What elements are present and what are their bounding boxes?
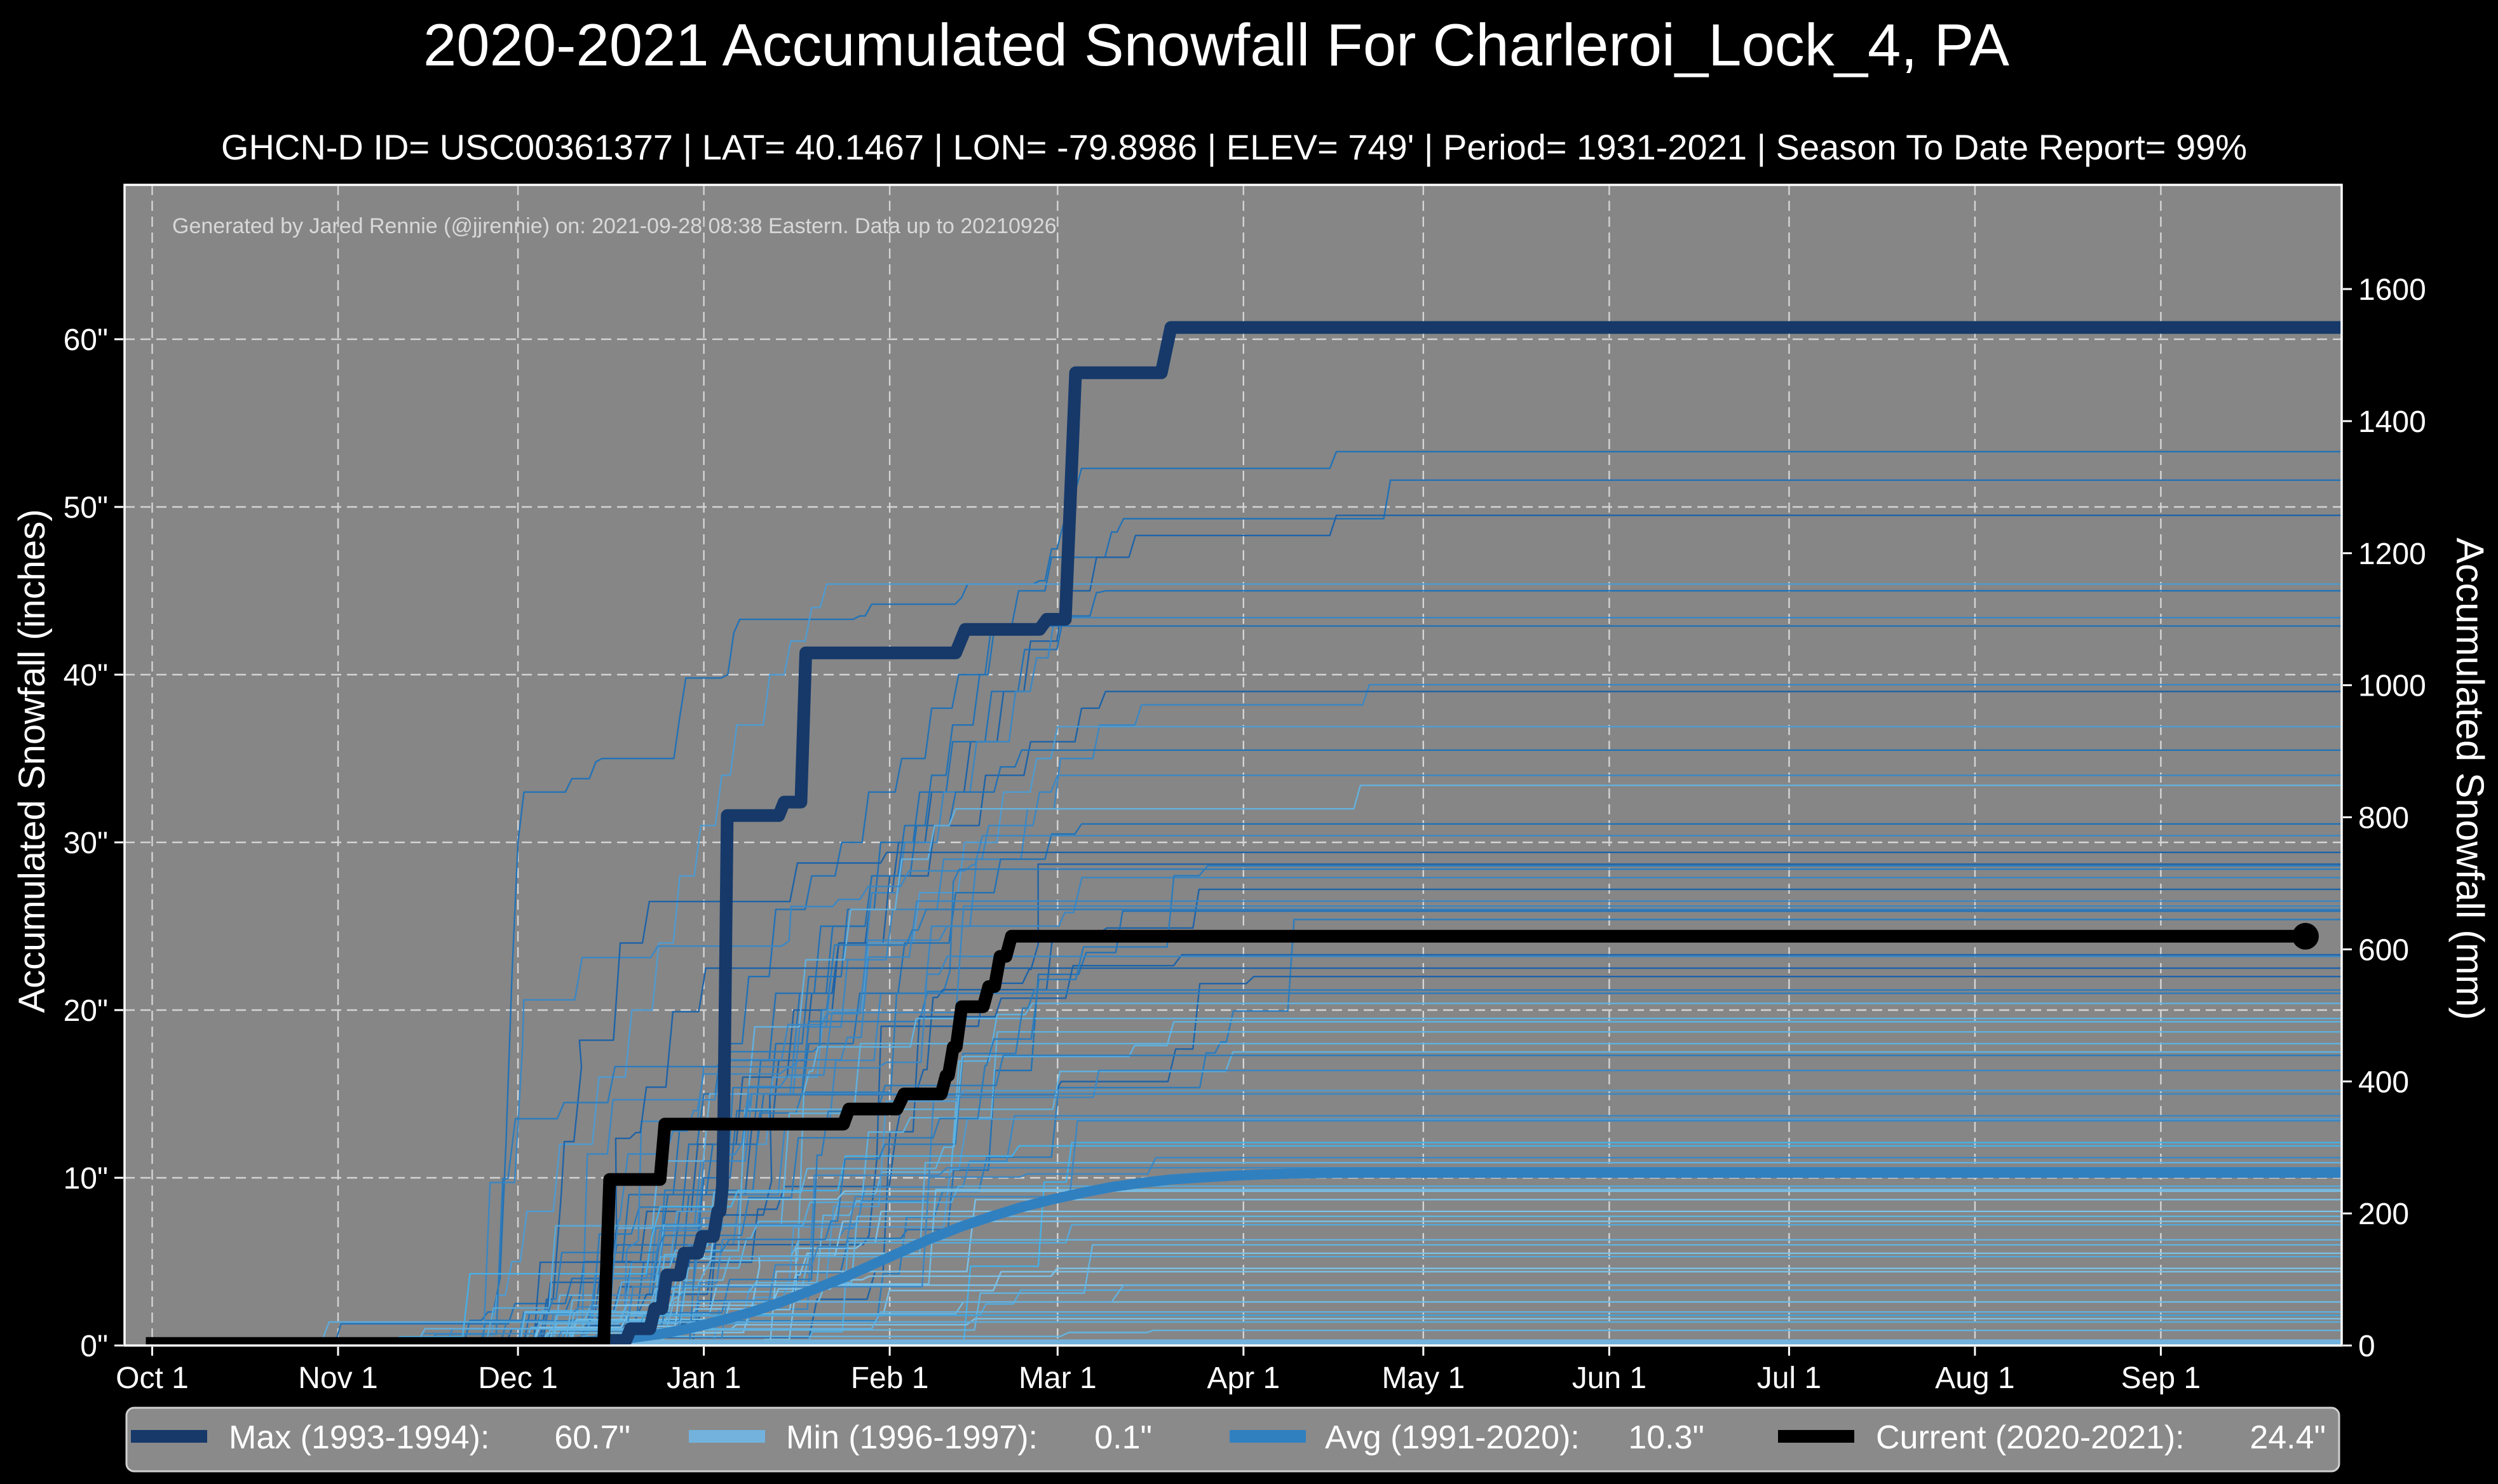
svg-text:Jan 1: Jan 1 <box>667 1361 741 1395</box>
svg-text:50": 50" <box>64 491 108 525</box>
svg-text:May 1: May 1 <box>1381 1361 1465 1395</box>
svg-text:Apr 1: Apr 1 <box>1207 1361 1280 1395</box>
svg-text:Current (2020-2021):: Current (2020-2021): <box>1876 1419 2185 1456</box>
svg-text:Jun 1: Jun 1 <box>1572 1361 1646 1395</box>
svg-text:20": 20" <box>64 994 108 1028</box>
svg-text:10.3": 10.3" <box>1628 1419 1704 1456</box>
svg-text:60.7": 60.7" <box>554 1419 630 1456</box>
svg-text:40": 40" <box>64 659 108 692</box>
svg-text:Oct 1: Oct 1 <box>116 1361 189 1395</box>
svg-text:Jul 1: Jul 1 <box>1757 1361 1821 1395</box>
svg-text:Avg (1991-2020):: Avg (1991-2020): <box>1325 1419 1580 1456</box>
svg-text:GHCN-D ID= USC00361377 | LAT=: GHCN-D ID= USC00361377 | LAT= 40.1467 | … <box>221 127 2247 167</box>
svg-text:0.1": 0.1" <box>1094 1419 1152 1456</box>
svg-text:1400: 1400 <box>2358 405 2426 439</box>
svg-text:Sep 1: Sep 1 <box>2121 1361 2201 1395</box>
svg-text:600: 600 <box>2358 933 2409 967</box>
svg-text:Nov 1: Nov 1 <box>298 1361 377 1395</box>
svg-text:800: 800 <box>2358 802 2409 835</box>
svg-text:Mar 1: Mar 1 <box>1019 1361 1097 1395</box>
svg-text:30": 30" <box>64 826 108 860</box>
svg-text:Accumulated Snowfall (mm): Accumulated Snowfall (mm) <box>2448 537 2492 1020</box>
svg-text:1000: 1000 <box>2358 670 2426 703</box>
svg-text:24.4": 24.4" <box>2250 1419 2326 1456</box>
svg-text:Generated by Jared Rennie (@jj: Generated by Jared Rennie (@jjrennie) on… <box>172 214 1057 238</box>
svg-text:0": 0" <box>80 1330 108 1363</box>
svg-text:0: 0 <box>2358 1330 2375 1363</box>
svg-text:Max (1993-1994):: Max (1993-1994): <box>229 1419 489 1456</box>
svg-text:200: 200 <box>2358 1197 2409 1231</box>
svg-text:10": 10" <box>64 1162 108 1196</box>
svg-text:1600: 1600 <box>2358 273 2426 307</box>
svg-text:Min (1996-1997):: Min (1996-1997): <box>786 1419 1038 1456</box>
svg-text:400: 400 <box>2358 1065 2409 1099</box>
svg-text:2020-2021 Accumulated Snowfall: 2020-2021 Accumulated Snowfall For Charl… <box>423 11 2009 78</box>
svg-text:60": 60" <box>64 323 108 357</box>
svg-text:Aug 1: Aug 1 <box>1935 1361 2014 1395</box>
svg-text:1200: 1200 <box>2358 537 2426 571</box>
svg-text:Feb 1: Feb 1 <box>851 1361 929 1395</box>
svg-text:Dec 1: Dec 1 <box>478 1361 557 1395</box>
svg-text:Accumulated Snowfall (inches): Accumulated Snowfall (inches) <box>11 509 53 1013</box>
